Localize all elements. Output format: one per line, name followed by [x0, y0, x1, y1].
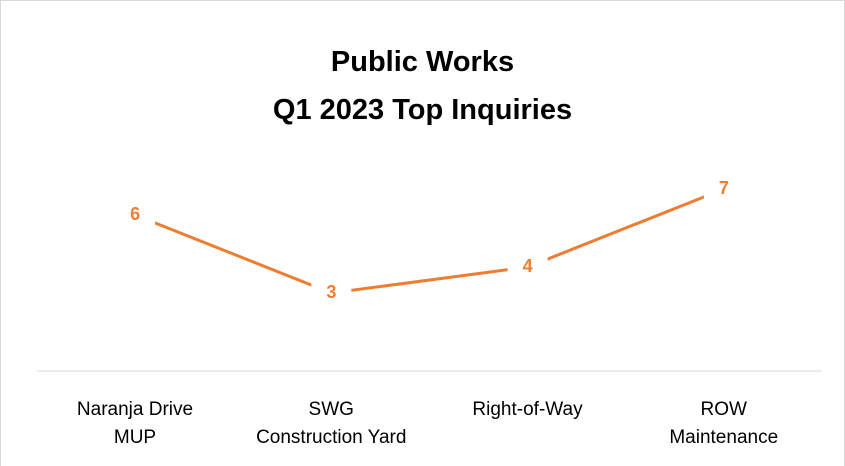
label-bg [507, 253, 548, 281]
x-tick-label: Right-of-Way [472, 399, 583, 420]
data-label: 3 [326, 282, 336, 302]
label-bg [311, 279, 352, 307]
x-tick-label: SWG Construction Yard [256, 399, 407, 448]
label-bg [703, 175, 744, 203]
x-tick-label: Naranja Drive MUP [76, 399, 194, 448]
label-bg [115, 201, 156, 229]
data-label: 6 [130, 204, 140, 224]
data-label: 4 [523, 256, 533, 276]
data-label: 7 [719, 178, 729, 198]
x-tick-label: ROW Maintenance [669, 399, 779, 448]
line [134, 187, 725, 295]
chart-title: Public Works Q1 2023 Top Inquiries [272, 46, 573, 126]
